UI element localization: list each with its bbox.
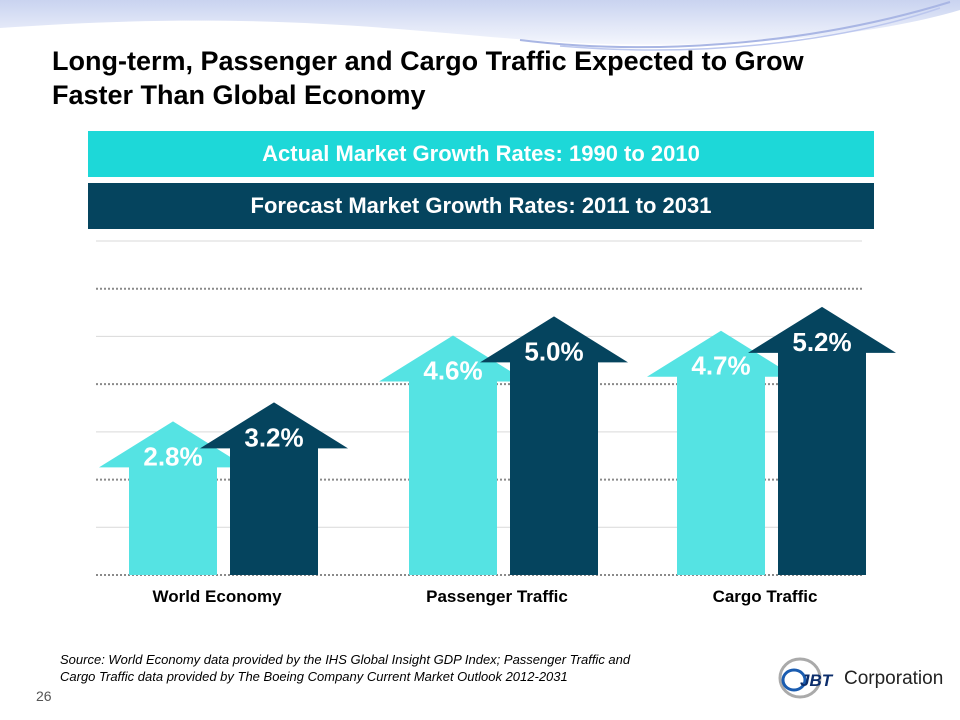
source-note: Source: World Economy data provided by t… [60, 651, 780, 685]
arrow-bar-forecast-cargo-traffic [748, 306, 896, 575]
jbt-logo-icon: JBT [778, 657, 834, 699]
arrow-bar-actual-cargo-traffic [647, 330, 795, 575]
growth-rate-chart: 2.8% 3.2% 4.6% 5.0% 4.7% 5.2% World Economy Pa… [96, 240, 896, 606]
category-label: World Economy [152, 587, 282, 606]
source-line2: Cargo Traffic data provided by The Boein… [60, 669, 568, 684]
source-line1: Source: World Economy data provided by t… [60, 652, 631, 667]
page-number: 26 [36, 688, 52, 704]
category-label: Passenger Traffic [426, 587, 568, 606]
data-label: 4.7% [691, 351, 750, 381]
legend-actual-banner: Actual Market Growth Rates: 1990 to 2010 [88, 131, 874, 177]
legend-forecast-banner: Forecast Market Growth Rates: 2011 to 20… [88, 183, 874, 229]
chart-marks: 2.8% 3.2% 4.6% 5.0% 4.7% 5.2% [99, 306, 896, 575]
category-label: Cargo Traffic [713, 587, 818, 606]
jbt-logo: JBT Corporation [776, 654, 946, 704]
logo-text: Corporation [844, 668, 944, 689]
data-label: 2.8% [143, 441, 202, 471]
slide-title: Long-term, Passenger and Cargo Traffic E… [52, 44, 952, 112]
data-label: 5.0% [524, 336, 583, 366]
slide-title-line1: Long-term, Passenger and Cargo Traffic E… [52, 46, 804, 76]
data-label: 4.6% [423, 356, 482, 386]
arrow-bar-forecast-world-economy [200, 402, 348, 575]
slide-title-line2: Faster Than Global Economy [52, 80, 426, 110]
arrow-bar-actual-passenger-traffic [379, 335, 527, 575]
arrow-bar-forecast-passenger-traffic [480, 316, 628, 575]
arrow-bar-actual-world-economy [99, 421, 247, 575]
legend-actual-label: Actual Market Growth Rates: 1990 to 2010 [262, 141, 700, 166]
data-label: 3.2% [244, 422, 303, 452]
legend-forecast-label: Forecast Market Growth Rates: 2011 to 20… [250, 193, 712, 218]
data-label: 5.2% [792, 327, 851, 357]
logo-mark: JBT [800, 671, 834, 690]
header-swoosh-decoration [0, 0, 960, 51]
chart-category-labels: World Economy Passenger Traffic Cargo Traf… [152, 587, 817, 606]
